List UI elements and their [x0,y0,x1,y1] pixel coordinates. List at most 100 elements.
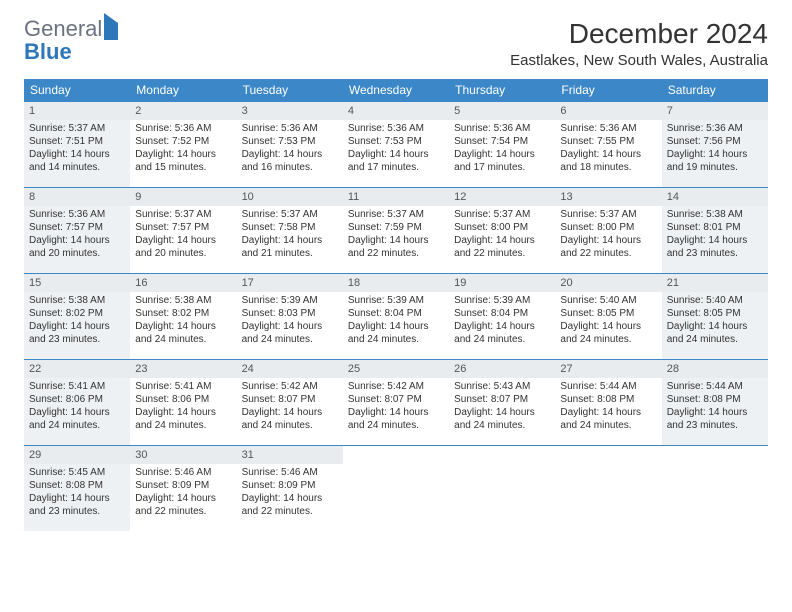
day-cell: 5Sunrise: 5:36 AMSunset: 7:54 PMDaylight… [449,101,555,187]
day-number: 17 [237,274,343,292]
weekday-label: Saturday [662,79,768,101]
empty-cell [449,445,555,531]
sunset-line: Sunset: 7:53 PM [348,135,444,148]
daylight-line: Daylight: 14 hours and 21 minutes. [242,234,338,260]
daylight-line: Daylight: 14 hours and 22 minutes. [454,234,550,260]
sunrise-line: Sunrise: 5:41 AM [135,380,231,393]
daylight-line: Daylight: 14 hours and 24 minutes. [29,406,125,432]
sunrise-line: Sunrise: 5:37 AM [135,208,231,221]
day-cell: 7 Sunrise: 5:36 AMSunset: 7:56 PMDaylight… [662,101,768,187]
day-number: 22 [24,360,130,378]
day-cell: 21Sunrise: 5:40 AMSunset: 8:05 PMDayligh… [662,273,768,359]
day-cell: 8Sunrise: 5:36 AMSunset: 7:57 PMDaylight… [24,187,130,273]
daylight-line: Daylight: 14 hours and 24 minutes. [560,406,656,432]
sunset-line: Sunset: 8:00 PM [560,221,656,234]
sunset-line: Sunset: 7:53 PM [242,135,338,148]
day-cell: 30Sunrise: 5:46 AMSunset: 8:09 PMDayligh… [130,445,236,531]
day-number: 18 [343,274,449,292]
sunset-line: Sunset: 7:58 PM [242,221,338,234]
calendar-page: General Blue December 2024 Eastlakes, Ne… [0,0,792,549]
sunset-line: Sunset: 8:01 PM [667,221,763,234]
sunset-line: Sunset: 8:07 PM [242,393,338,406]
daylight-line: Daylight: 14 hours and 24 minutes. [560,320,656,346]
sunrise-line: Sunrise: 5:36 AM [348,122,444,135]
weekday-label: Wednesday [343,79,449,101]
sunrise-line: Sunrise: 5:38 AM [29,294,125,307]
day-cell: 9Sunrise: 5:37 AMSunset: 7:57 PMDaylight… [130,187,236,273]
sunrise-line: Sunrise: 5:39 AM [242,294,338,307]
day-number: 10 [237,188,343,206]
day-number: 23 [130,360,236,378]
daylight-line: Daylight: 14 hours and 20 minutes. [29,234,125,260]
day-number: 31 [237,446,343,464]
sunrise-line: Sunrise: 5:45 AM [29,466,125,479]
day-number: 24 [237,360,343,378]
sunset-line: Sunset: 8:08 PM [560,393,656,406]
logo-triangle-icon [104,13,118,40]
sunset-line: Sunset: 8:06 PM [29,393,125,406]
sunrise-line: Sunrise: 5:37 AM [560,208,656,221]
sunrise-line: Sunrise: 5:40 AM [667,294,763,307]
day-cell: 29Sunrise: 5:45 AMSunset: 8:08 PMDayligh… [24,445,130,531]
calendar-body: 1Sunrise: 5:37 AMSunset: 7:51 PMDaylight… [24,101,768,531]
sunset-line: Sunset: 8:09 PM [135,479,231,492]
sunset-line: Sunset: 8:06 PM [135,393,231,406]
daylight-line: Daylight: 14 hours and 18 minutes. [560,148,656,174]
daylight-line: Daylight: 14 hours and 23 minutes. [29,320,125,346]
daylight-line: Daylight: 14 hours and 19 minutes. [667,148,763,174]
daylight-line: Daylight: 14 hours and 24 minutes. [454,406,550,432]
daylight-line: Daylight: 14 hours and 16 minutes. [242,148,338,174]
day-number: 28 [662,360,768,378]
sunset-line: Sunset: 7:57 PM [29,221,125,234]
sunrise-line: Sunrise: 5:39 AM [348,294,444,307]
empty-cell [343,445,449,531]
daylight-line: Daylight: 14 hours and 23 minutes. [667,234,763,260]
sunrise-line: Sunrise: 5:46 AM [135,466,231,479]
sunset-line: Sunset: 8:07 PM [348,393,444,406]
day-cell: 11Sunrise: 5:37 AMSunset: 7:59 PMDayligh… [343,187,449,273]
daylight-line: Daylight: 14 hours and 22 minutes. [560,234,656,260]
day-number: 5 [449,102,555,120]
day-cell: 20Sunrise: 5:40 AMSunset: 8:05 PMDayligh… [555,273,661,359]
daylight-line: Daylight: 14 hours and 24 minutes. [242,406,338,432]
day-number: 7 [662,102,768,120]
day-number: 1 [24,102,130,120]
sunset-line: Sunset: 8:04 PM [454,307,550,320]
daylight-line: Daylight: 14 hours and 22 minutes. [348,234,444,260]
day-cell: 19Sunrise: 5:39 AMSunset: 8:04 PMDayligh… [449,273,555,359]
sunset-line: Sunset: 8:08 PM [29,479,125,492]
title-block: December 2024 Eastlakes, New South Wales… [510,18,768,69]
sunset-line: Sunset: 8:02 PM [135,307,231,320]
sunrise-line: Sunrise: 5:36 AM [560,122,656,135]
weekday-label: Sunday [24,79,130,101]
sunset-line: Sunset: 7:56 PM [667,135,763,148]
day-cell: 18Sunrise: 5:39 AMSunset: 8:04 PMDayligh… [343,273,449,359]
daylight-line: Daylight: 14 hours and 14 minutes. [29,148,125,174]
day-cell: 26Sunrise: 5:43 AMSunset: 8:07 PMDayligh… [449,359,555,445]
weekday-label: Monday [130,79,236,101]
day-number: 15 [24,274,130,292]
day-number: 29 [24,446,130,464]
daylight-line: Daylight: 14 hours and 23 minutes. [667,406,763,432]
sunrise-line: Sunrise: 5:39 AM [454,294,550,307]
day-number: 16 [130,274,236,292]
sunrise-line: Sunrise: 5:36 AM [667,122,763,135]
daylight-line: Daylight: 14 hours and 17 minutes. [454,148,550,174]
daylight-line: Daylight: 14 hours and 24 minutes. [348,406,444,432]
month-title: December 2024 [510,18,768,50]
sunset-line: Sunset: 7:59 PM [348,221,444,234]
daylight-line: Daylight: 14 hours and 24 minutes. [667,320,763,346]
sunrise-line: Sunrise: 5:37 AM [454,208,550,221]
sunset-line: Sunset: 8:07 PM [454,393,550,406]
sunset-line: Sunset: 8:02 PM [29,307,125,320]
day-number: 6 [555,102,661,120]
day-cell: 3Sunrise: 5:36 AMSunset: 7:53 PMDaylight… [237,101,343,187]
sunrise-line: Sunrise: 5:37 AM [242,208,338,221]
daylight-line: Daylight: 14 hours and 24 minutes. [135,320,231,346]
sunset-line: Sunset: 8:03 PM [242,307,338,320]
sunset-line: Sunset: 7:52 PM [135,135,231,148]
day-number: 12 [449,188,555,206]
sunset-line: Sunset: 8:08 PM [667,393,763,406]
daylight-line: Daylight: 14 hours and 15 minutes. [135,148,231,174]
daylight-line: Daylight: 14 hours and 24 minutes. [454,320,550,346]
